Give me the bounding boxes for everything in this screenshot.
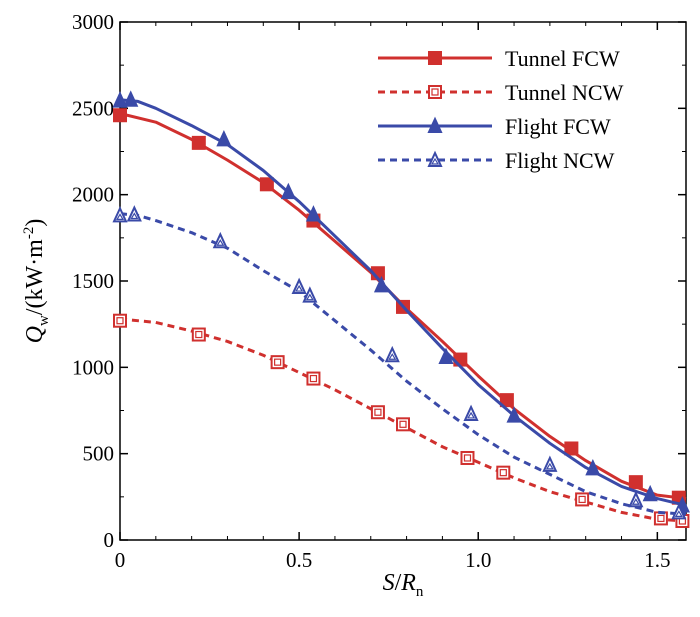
series-line [119,212,687,516]
data-point-inner [195,330,203,339]
legend-entry: Tunnel NCW [378,80,624,105]
legend-marker [428,51,442,65]
data-point-inner [216,239,225,246]
data-point-inner [674,510,683,517]
series-flight-ncw [112,205,687,520]
legend-entry: Flight NCW [378,148,615,173]
data-point [642,484,658,502]
data-point [113,108,127,123]
data-point [306,371,321,386]
legend-label: Tunnel NCW [505,80,624,105]
data-point [575,492,590,507]
data-point [496,465,511,480]
x-tick-label: 0.5 [286,548,312,572]
data-point-inner [388,353,397,360]
legend-entry: Tunnel FCW [378,46,620,71]
data-point-inner [295,284,304,292]
data-point [438,347,454,364]
data-point [305,205,322,222]
y-tick-label: 1000 [72,355,114,379]
y-tick-label: 2000 [72,183,114,207]
data-point [191,135,206,150]
series-line [119,317,687,523]
y-axis-title: Qw/(kW·m-2) [21,219,52,344]
data-point [112,91,128,108]
legend-marker [428,85,442,99]
legend-label: Flight NCW [505,148,615,173]
x-tick-label: 1.5 [644,548,670,572]
data-point [460,450,475,465]
data-point-inner [578,495,586,504]
data-point [216,130,232,147]
data-point-inner [130,212,139,220]
data-point-inner [467,411,476,419]
data-point [270,355,285,370]
legend-marker-inner [431,88,439,96]
y-tick-label: 3000 [72,10,114,34]
data-point [113,313,127,328]
y-tick-label: 500 [83,442,115,466]
y-tick-label: 2500 [72,96,114,120]
series-tunnel-ncw [113,313,690,529]
data-point-inner [305,293,314,301]
data-point [123,90,139,107]
legend: Tunnel FCW Tunnel NCW Flight FCW Flight NCW [378,46,624,173]
axis-labels: S/Rn Qw/(kW·m-2) [21,219,424,600]
data-point-inner [274,358,282,366]
x-tick-label: 0 [115,548,126,572]
legend-marker [427,116,443,133]
data-point [499,393,514,408]
data-point [628,475,643,490]
data-point-inner [116,317,124,325]
legend-label: Tunnel FCW [505,46,620,71]
data-point-inner [499,469,507,477]
data-point-inner [545,462,554,470]
data-point [373,275,390,293]
legend-label: Flight FCW [505,114,611,139]
x-axis-title: S/Rn [383,570,424,600]
data-point-inner [115,213,125,220]
legend-entry: Flight FCW [378,114,611,139]
data-point-inner [399,420,407,428]
data-point-inner [463,454,472,462]
data-point-inner [631,498,640,505]
data-point-inner [309,374,318,383]
axes: 0 500 1000 1500 2000 2500 3000 0 0.5 1.0 1.5 [72,10,687,572]
data-point [506,406,522,423]
data-point [280,182,296,200]
data-point [259,177,274,192]
data-point [396,417,410,432]
data-point-inner [657,514,665,523]
data-point [370,405,385,420]
x-tick-label: 1.0 [465,548,491,572]
data-point-inner [374,408,382,416]
data-point [585,458,601,476]
series-layer [112,90,690,529]
y-tick-label: 1500 [72,269,114,293]
legend-marker-inner [430,157,440,165]
y-tick-label: 0 [104,528,115,552]
data-point [564,441,579,456]
data-point [191,327,206,342]
series-flight-fcw [112,90,690,513]
